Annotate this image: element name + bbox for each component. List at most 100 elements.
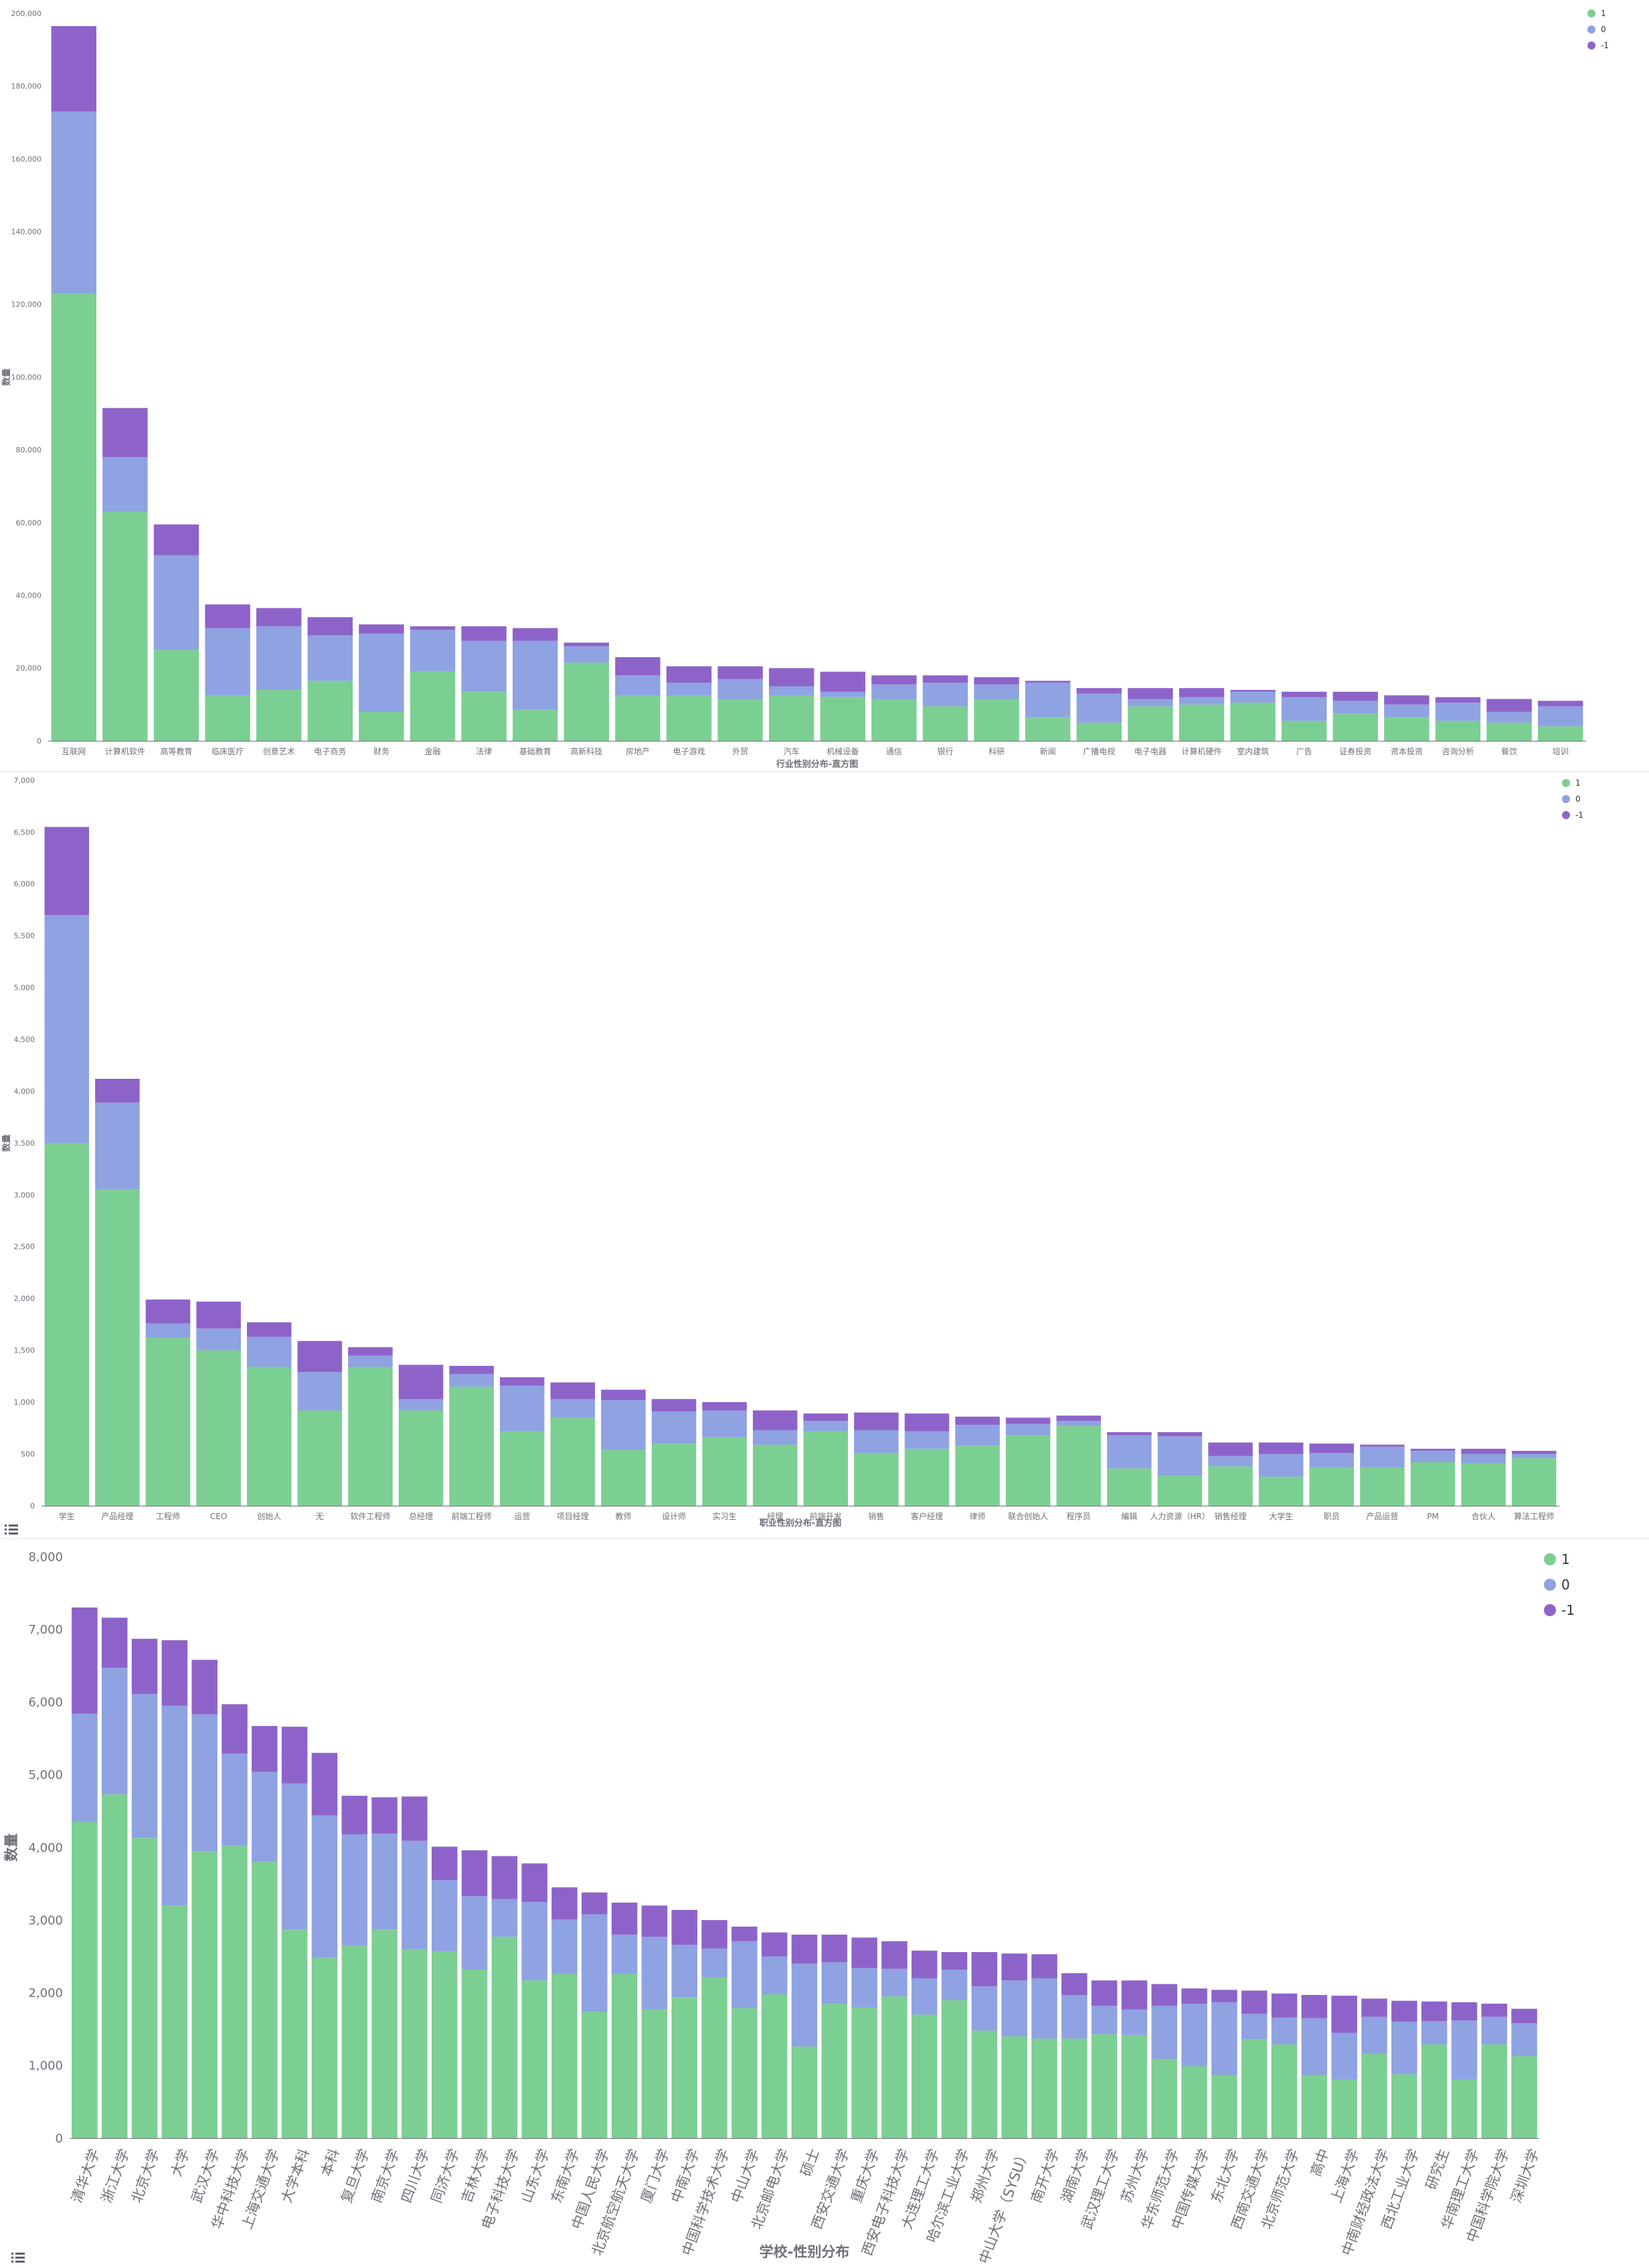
bar-segment[interactable] xyxy=(102,457,148,512)
bar-segment[interactable] xyxy=(731,1926,758,1941)
bar-segment[interactable] xyxy=(398,1365,444,1399)
bar-segment[interactable] xyxy=(1461,1448,1506,1454)
bar-segment[interactable] xyxy=(1282,721,1327,741)
bar-segment[interactable] xyxy=(205,695,250,741)
bar-segment[interactable] xyxy=(1384,704,1429,717)
bar-segment[interactable] xyxy=(1384,717,1429,741)
bar-segment[interactable] xyxy=(1332,713,1379,741)
bar-segment[interactable] xyxy=(1025,681,1071,683)
bar-segment[interactable] xyxy=(196,1350,241,1506)
bar-segment[interactable] xyxy=(1107,1435,1152,1469)
bar-segment[interactable] xyxy=(1511,2056,1537,2138)
bar-segment[interactable] xyxy=(563,663,610,741)
bar-segment[interactable] xyxy=(1181,2004,1207,2067)
bar-segment[interactable] xyxy=(1128,706,1173,741)
bar-segment[interactable] xyxy=(131,1638,158,1694)
bar-segment[interactable] xyxy=(1005,1435,1051,1506)
bar-segment[interactable] xyxy=(51,26,97,112)
bar-segment[interactable] xyxy=(72,1607,98,1714)
bar-segment[interactable] xyxy=(521,1980,547,2138)
bar-segment[interactable] xyxy=(1309,1467,1355,1506)
bar-segment[interactable] xyxy=(666,695,712,741)
bar-segment[interactable] xyxy=(341,1945,368,2138)
bar-segment[interactable] xyxy=(1107,1468,1152,1506)
bar-segment[interactable] xyxy=(761,1994,788,2138)
bar-segment[interactable] xyxy=(222,1704,248,1754)
bar-segment[interactable] xyxy=(955,1425,1000,1446)
bar-segment[interactable] xyxy=(1208,1466,1253,1506)
bar-segment[interactable] xyxy=(1157,1476,1203,1506)
bar-segment[interactable] xyxy=(974,677,1019,685)
bar-segment[interactable] xyxy=(44,1143,90,1506)
bar-segment[interactable] xyxy=(601,1400,646,1450)
bar-segment[interactable] xyxy=(359,711,404,741)
bar-segment[interactable] xyxy=(752,1429,798,1445)
bar-segment[interactable] xyxy=(513,709,558,741)
bar-segment[interactable] xyxy=(791,1934,818,1964)
bar-segment[interactable] xyxy=(1005,1417,1051,1424)
bar-segment[interactable] xyxy=(410,626,456,630)
bar-segment[interactable] xyxy=(971,1986,998,2031)
bar-segment[interactable] xyxy=(131,1694,158,1838)
bar-segment[interactable] xyxy=(752,1444,798,1506)
legend-marker[interactable] xyxy=(1544,1553,1556,1565)
bar-segment[interactable] xyxy=(1360,1467,1405,1506)
bar-segment[interactable] xyxy=(1128,688,1173,699)
bar-segment[interactable] xyxy=(601,1389,646,1401)
bar-segment[interactable] xyxy=(1451,2020,1478,2080)
bar-segment[interactable] xyxy=(563,646,610,663)
legend-label[interactable]: -1 xyxy=(1575,810,1583,820)
bar-segment[interactable] xyxy=(974,699,1019,742)
bar-segment[interactable] xyxy=(449,1365,494,1375)
bar-segment[interactable] xyxy=(1151,2059,1178,2138)
bar-segment[interactable] xyxy=(851,1937,877,1968)
bar-segment[interactable] xyxy=(371,1797,398,1834)
legend-label[interactable]: -1 xyxy=(1561,1602,1575,1618)
bar-segment[interactable] xyxy=(431,1846,458,1881)
bar-segment[interactable] xyxy=(205,604,250,628)
bar-segment[interactable] xyxy=(871,699,917,742)
bar-segment[interactable] xyxy=(1181,2066,1207,2138)
legend-marker[interactable] xyxy=(1562,811,1570,819)
bar-segment[interactable] xyxy=(102,511,148,741)
bar-segment[interactable] xyxy=(1282,697,1327,721)
bar-segment[interactable] xyxy=(449,1374,494,1387)
bar-segment[interactable] xyxy=(252,1726,278,1772)
bar-segment[interactable] xyxy=(1331,1996,1357,2033)
bar-segment[interactable] xyxy=(513,628,558,641)
bar-segment[interactable] xyxy=(1056,1425,1102,1506)
bar-segment[interactable] xyxy=(131,1838,158,2138)
bar-segment[interactable] xyxy=(359,633,404,712)
bar-segment[interactable] xyxy=(1511,2008,1537,2024)
bar-segment[interactable] xyxy=(550,1382,596,1399)
bar-segment[interactable] xyxy=(1271,1993,1298,2018)
bar-segment[interactable] xyxy=(871,675,917,685)
bar-segment[interactable] xyxy=(246,1322,292,1337)
bar-segment[interactable] xyxy=(1301,1995,1328,2018)
bar-segment[interactable] xyxy=(402,1949,428,2138)
bar-segment[interactable] xyxy=(161,1705,188,1906)
bar-segment[interactable] xyxy=(904,1448,950,1506)
bar-segment[interactable] xyxy=(1391,2000,1417,2022)
bar-segment[interactable] xyxy=(1157,1436,1203,1476)
bar-segment[interactable] xyxy=(161,1640,188,1706)
bar-segment[interactable] xyxy=(1331,2079,1357,2138)
bar-segment[interactable] xyxy=(191,1714,218,1851)
bar-segment[interactable] xyxy=(854,1429,899,1454)
bar-segment[interactable] xyxy=(791,2046,818,2138)
bar-segment[interactable] xyxy=(582,2011,608,2138)
bar-segment[interactable] xyxy=(1001,2036,1027,2138)
bar-segment[interactable] xyxy=(551,1974,578,2138)
bar-segment[interactable] xyxy=(101,1668,128,1795)
bar-segment[interactable] xyxy=(1301,2075,1328,2139)
bar-segment[interactable] xyxy=(1241,2039,1268,2138)
bar-segment[interactable] xyxy=(461,1896,488,1970)
legend-label[interactable]: 1 xyxy=(1601,9,1606,18)
bar-segment[interactable] xyxy=(348,1367,393,1506)
bar-segment[interactable] xyxy=(820,697,866,741)
bar-segment[interactable] xyxy=(1282,691,1327,697)
bar-segment[interactable] xyxy=(461,1850,488,1897)
bar-segment[interactable] xyxy=(1121,2009,1148,2035)
bar-segment[interactable] xyxy=(297,1340,343,1373)
bar-segment[interactable] xyxy=(491,1899,518,1937)
